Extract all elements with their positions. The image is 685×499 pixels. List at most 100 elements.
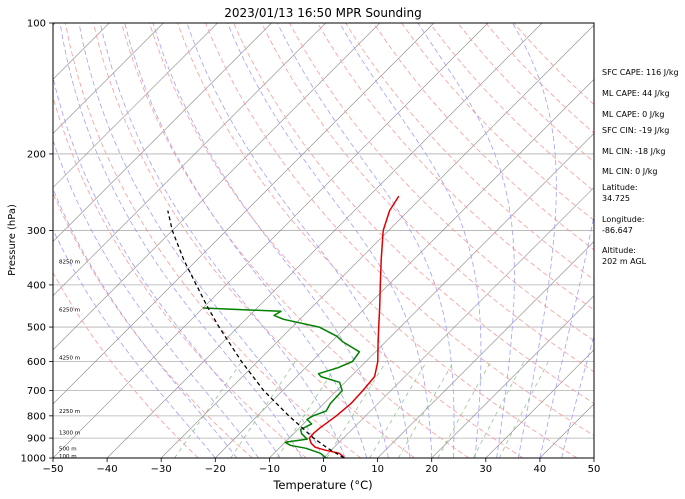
mixing-ratio-line [230, 361, 296, 458]
dry-adiabat-line [289, 23, 594, 342]
height-label: 8250 m [59, 259, 80, 265]
dry-adiabat-line [53, 95, 307, 458]
mixing-ratio-line [174, 361, 243, 458]
y-tick-label: 1000 [21, 454, 46, 465]
mixing-ratio-line [398, 361, 454, 458]
ml-cape-text: ML CAPE: 44 J/kg [602, 89, 670, 98]
x-tick-label: −10 [259, 464, 280, 475]
moist-adiabat-line [152, 23, 389, 458]
isotherm-line [53, 23, 272, 243]
dry-adiabat-line [345, 23, 594, 281]
moist-adiabat-line [339, 23, 482, 458]
dry-adiabat-line [233, 23, 594, 404]
moist-adiabat-line [124, 23, 368, 458]
moist-adiabat-line [417, 23, 515, 458]
y-tick-label: 600 [27, 357, 46, 368]
isotherm-line [0, 23, 1, 458]
dry-adiabat-line [121, 23, 470, 458]
dewpoint-profile [202, 307, 361, 458]
dry-adiabat-line [65, 23, 361, 458]
isotherm-line [53, 23, 435, 405]
ml-cin-2-text: ML CIN: 0 J/kg [602, 167, 658, 176]
chart-title: 2023/01/13 16:50 MPR Sounding [224, 6, 421, 20]
moist-adiabat-line [59, 23, 303, 458]
x-tick-label: 30 [479, 464, 492, 475]
moist-adiabat-line [277, 23, 455, 458]
longitude-value: -86.647 [602, 226, 633, 235]
mixing-ratio-line [276, 361, 340, 458]
y-tick-label: 400 [27, 280, 46, 291]
moist-adiabat-line [539, 213, 594, 458]
moist-adiabat-line [53, 187, 238, 458]
moist-adiabat-line [186, 23, 411, 458]
y-tick-label: 800 [27, 411, 46, 422]
ml-cin-text: ML CIN: -18 J/kg [602, 147, 666, 156]
x-axis-label: Temperature (°C) [272, 478, 372, 492]
temperature-profile [308, 195, 400, 458]
x-tick-label: −30 [151, 464, 172, 475]
dry-adiabat-line [53, 271, 199, 458]
x-tick-label: −50 [42, 464, 63, 475]
dry-adiabat-line [93, 23, 415, 458]
dry-adiabat-line [317, 23, 594, 311]
altitude-label: Altitude: [602, 246, 636, 255]
sfc-cin-text: SFC CIN: -19 J/kg [602, 126, 670, 135]
moist-adiabat-line [53, 75, 281, 458]
ml-cape-2-text: ML CAPE: 0 J/kg [602, 110, 665, 119]
height-label: 4250 m [59, 355, 80, 361]
height-label: 100 m [59, 454, 77, 460]
height-label: 2250 m [59, 409, 80, 415]
mixing-ratio-line [326, 361, 387, 458]
moist-adiabat-line [53, 228, 216, 458]
parcel-path [167, 210, 345, 458]
y-tick-label: 200 [27, 149, 46, 160]
moist-adiabat-line [78, 23, 324, 458]
height-label: 500 m [59, 447, 77, 453]
mixing-ratio-line [498, 361, 549, 458]
x-tick-label: 0 [320, 464, 326, 475]
moist-adiabat-line [512, 23, 557, 458]
altitude-value: 202 m AGL [602, 257, 647, 266]
isotherm-line [215, 78, 594, 458]
isotherm-line [53, 23, 326, 297]
dry-adiabat-line [149, 23, 524, 458]
y-tick-label: 900 [27, 434, 46, 445]
y-tick-label: 300 [27, 226, 46, 237]
height-label: 1300 m [59, 430, 80, 436]
mixing-ratio-line [437, 361, 492, 458]
dry-adiabat-line [177, 23, 578, 458]
isotherm-line [431, 295, 594, 458]
isotherm-line [53, 23, 164, 134]
latitude-value: 34.725 [602, 194, 630, 203]
isotherm-line [53, 23, 218, 188]
y-tick-label: 100 [27, 19, 46, 30]
mixing-ratio-line [369, 361, 427, 458]
dry-adiabat-line [205, 23, 594, 437]
moist-adiabat-line [561, 334, 594, 458]
x-tick-label: 10 [371, 464, 384, 475]
dry-adiabat-line [261, 23, 594, 373]
y-tick-label: 700 [27, 386, 46, 397]
x-tick-label: 40 [534, 464, 547, 475]
isotherm-line [485, 349, 594, 458]
moist-adiabat-line [99, 23, 346, 458]
isotherm-line [269, 132, 594, 458]
x-tick-label: −40 [97, 464, 118, 475]
x-tick-label: 50 [588, 464, 601, 475]
latitude-label: Latitude: [602, 183, 638, 192]
x-tick-label: −20 [205, 464, 226, 475]
sfc-cape-text: SFC CAPE: 116 J/kg [602, 68, 679, 77]
y-tick-label: 500 [27, 323, 46, 334]
x-tick-label: 20 [425, 464, 438, 475]
isotherm-line [53, 23, 489, 458]
y-axis-label: Pressure (hPa) [7, 204, 18, 276]
isotherm-line [377, 241, 594, 458]
isotherm-line [160, 24, 594, 458]
longitude-label: Longitude: [602, 215, 645, 224]
moist-adiabat-line [227, 23, 433, 458]
isotherm-line [53, 23, 381, 351]
moist-adiabat-line [53, 139, 259, 458]
height-label: 6250 m [59, 308, 80, 314]
isotherm-line [106, 23, 543, 458]
